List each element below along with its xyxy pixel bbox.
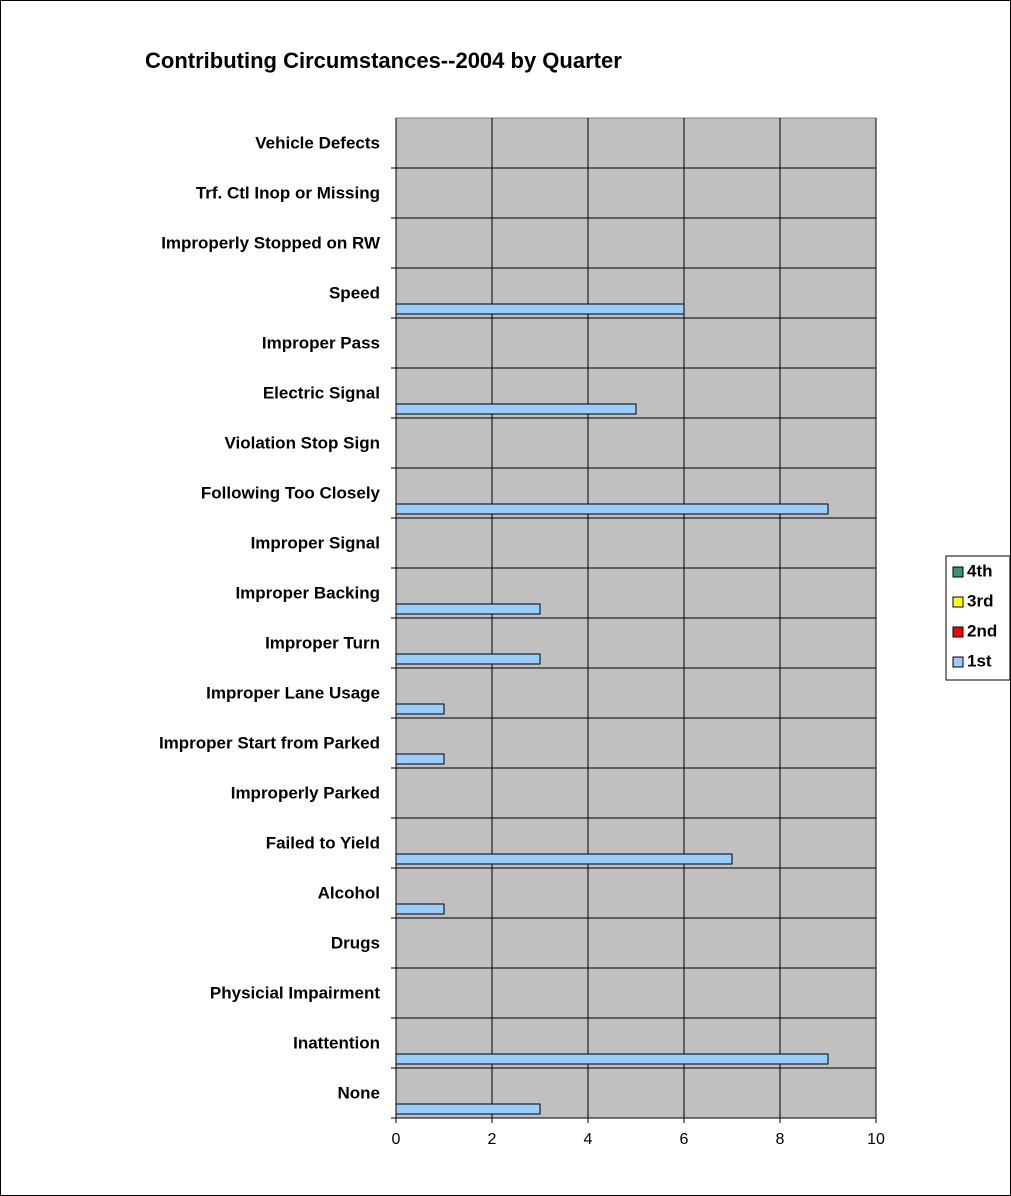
y-tick-label: Violation Stop Sign bbox=[224, 433, 380, 452]
y-tick-label: Speed bbox=[329, 283, 380, 302]
y-tick-label: Improper Pass bbox=[262, 333, 380, 352]
legend-swatch bbox=[952, 566, 964, 578]
y-tick-label: Failed to Yield bbox=[266, 833, 380, 852]
legend-label: 2nd bbox=[967, 621, 997, 640]
y-tick-label: Trf. Ctl Inop or Missing bbox=[196, 183, 380, 202]
chart-title: Contributing Circumstances--2004 by Quar… bbox=[145, 48, 622, 73]
legend-label: 3rd bbox=[967, 591, 993, 610]
bar bbox=[395, 703, 445, 715]
y-tick-label: Electric Signal bbox=[263, 383, 380, 402]
x-tick-label: 8 bbox=[776, 1131, 785, 1148]
legend-swatch bbox=[952, 626, 964, 638]
y-tick-label: Improper Backing bbox=[235, 583, 380, 602]
y-tick-label: Alcohol bbox=[318, 883, 380, 902]
x-tick-label: 0 bbox=[392, 1131, 401, 1148]
bar bbox=[395, 1103, 541, 1115]
y-tick-label: Improper Lane Usage bbox=[206, 683, 380, 702]
bar bbox=[395, 1053, 829, 1065]
x-tick-label: 10 bbox=[867, 1131, 885, 1148]
bar bbox=[395, 753, 445, 765]
y-tick-label: Improper Signal bbox=[251, 533, 380, 552]
y-tick-label: Following Too Closely bbox=[201, 483, 381, 502]
y-tick-label: Improperly Stopped on RW bbox=[161, 233, 381, 252]
y-tick-label: Inattention bbox=[293, 1033, 380, 1052]
bar bbox=[395, 903, 445, 915]
y-tick-label: Improper Start from Parked bbox=[159, 733, 380, 752]
legend-swatch bbox=[952, 596, 964, 608]
y-tick-label: None bbox=[338, 1083, 381, 1102]
legend-swatch bbox=[952, 656, 964, 668]
bar bbox=[395, 303, 685, 315]
y-tick-label: Vehicle Defects bbox=[255, 133, 380, 152]
y-tick-label: Improper Turn bbox=[265, 633, 380, 652]
bar bbox=[395, 853, 733, 865]
y-tick-label: Drugs bbox=[331, 933, 380, 952]
bar bbox=[395, 403, 637, 415]
x-tick-label: 6 bbox=[680, 1131, 689, 1148]
y-tick-label: Improperly Parked bbox=[231, 783, 380, 802]
x-tick-label: 4 bbox=[584, 1131, 593, 1148]
legend-label: 1st bbox=[967, 651, 992, 670]
bar bbox=[395, 653, 541, 665]
x-tick-label: 2 bbox=[488, 1131, 497, 1148]
bar bbox=[395, 503, 829, 515]
bar bbox=[395, 603, 541, 615]
legend-label: 4th bbox=[967, 561, 993, 580]
y-tick-label: Physicial Impairment bbox=[210, 983, 380, 1002]
